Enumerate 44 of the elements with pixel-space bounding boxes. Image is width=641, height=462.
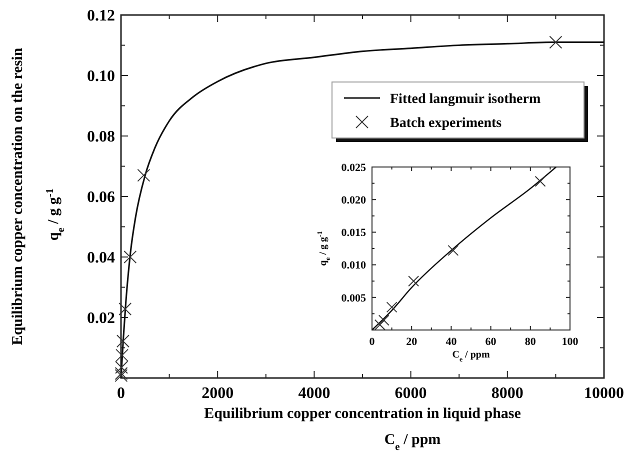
x-tick-label: 0 [117, 385, 125, 402]
point [124, 250, 137, 264]
y-tick-label: 0.025 [341, 162, 366, 174]
point [114, 369, 128, 382]
legend-label: Fitted langmuir isotherm [390, 92, 541, 107]
line-series [371, 166, 557, 331]
y-tick-label: 0.005 [341, 292, 366, 304]
x-tick-label: 0 [369, 336, 376, 348]
point [448, 244, 459, 256]
y-tick-label: 0.010 [341, 260, 366, 272]
point [534, 176, 546, 187]
y-tick-label: 0.02 [87, 310, 115, 328]
point [116, 334, 130, 348]
point [114, 366, 128, 380]
x-tick-label: 80 [524, 336, 536, 348]
y-tick-label: 0.020 [341, 194, 366, 206]
x-tick-label: 8000 [491, 385, 524, 402]
point [386, 302, 398, 313]
point [137, 168, 150, 182]
point [408, 276, 420, 287]
x-tick-label: 60 [485, 336, 497, 348]
point [114, 360, 128, 374]
x-tick-label: 2000 [202, 385, 234, 402]
point [118, 302, 132, 316]
x-tick-label: 100 [562, 336, 579, 348]
y-tick-label: 0.12 [87, 8, 115, 25]
y-tick-label: 0.04 [87, 250, 115, 267]
y-tick-label: 0.015 [341, 227, 366, 240]
x-tick-label: 6000 [394, 385, 427, 402]
line-series [120, 41, 605, 379]
x-axis-title: Equilibrium copper concentration in liquid phase C$_{e}$ / ppm [204, 406, 522, 452]
x-tick-label: 40 [446, 336, 458, 348]
point [378, 314, 390, 326]
legend-label: Batch experiments [390, 116, 502, 131]
x-tick-label: 4000 [298, 385, 330, 402]
x-tick-label: 10000 [584, 385, 624, 402]
point [374, 319, 386, 330]
y-tick-label: 0.10 [87, 68, 115, 86]
point [116, 348, 129, 362]
x-axis-title: C$_{e}$ / ppm [452, 350, 490, 364]
y-tick-label: 0.06 [87, 189, 115, 206]
y-tick-label: 0.08 [87, 128, 115, 146]
x-tick-label: 20 [406, 336, 418, 348]
point [549, 36, 562, 49]
